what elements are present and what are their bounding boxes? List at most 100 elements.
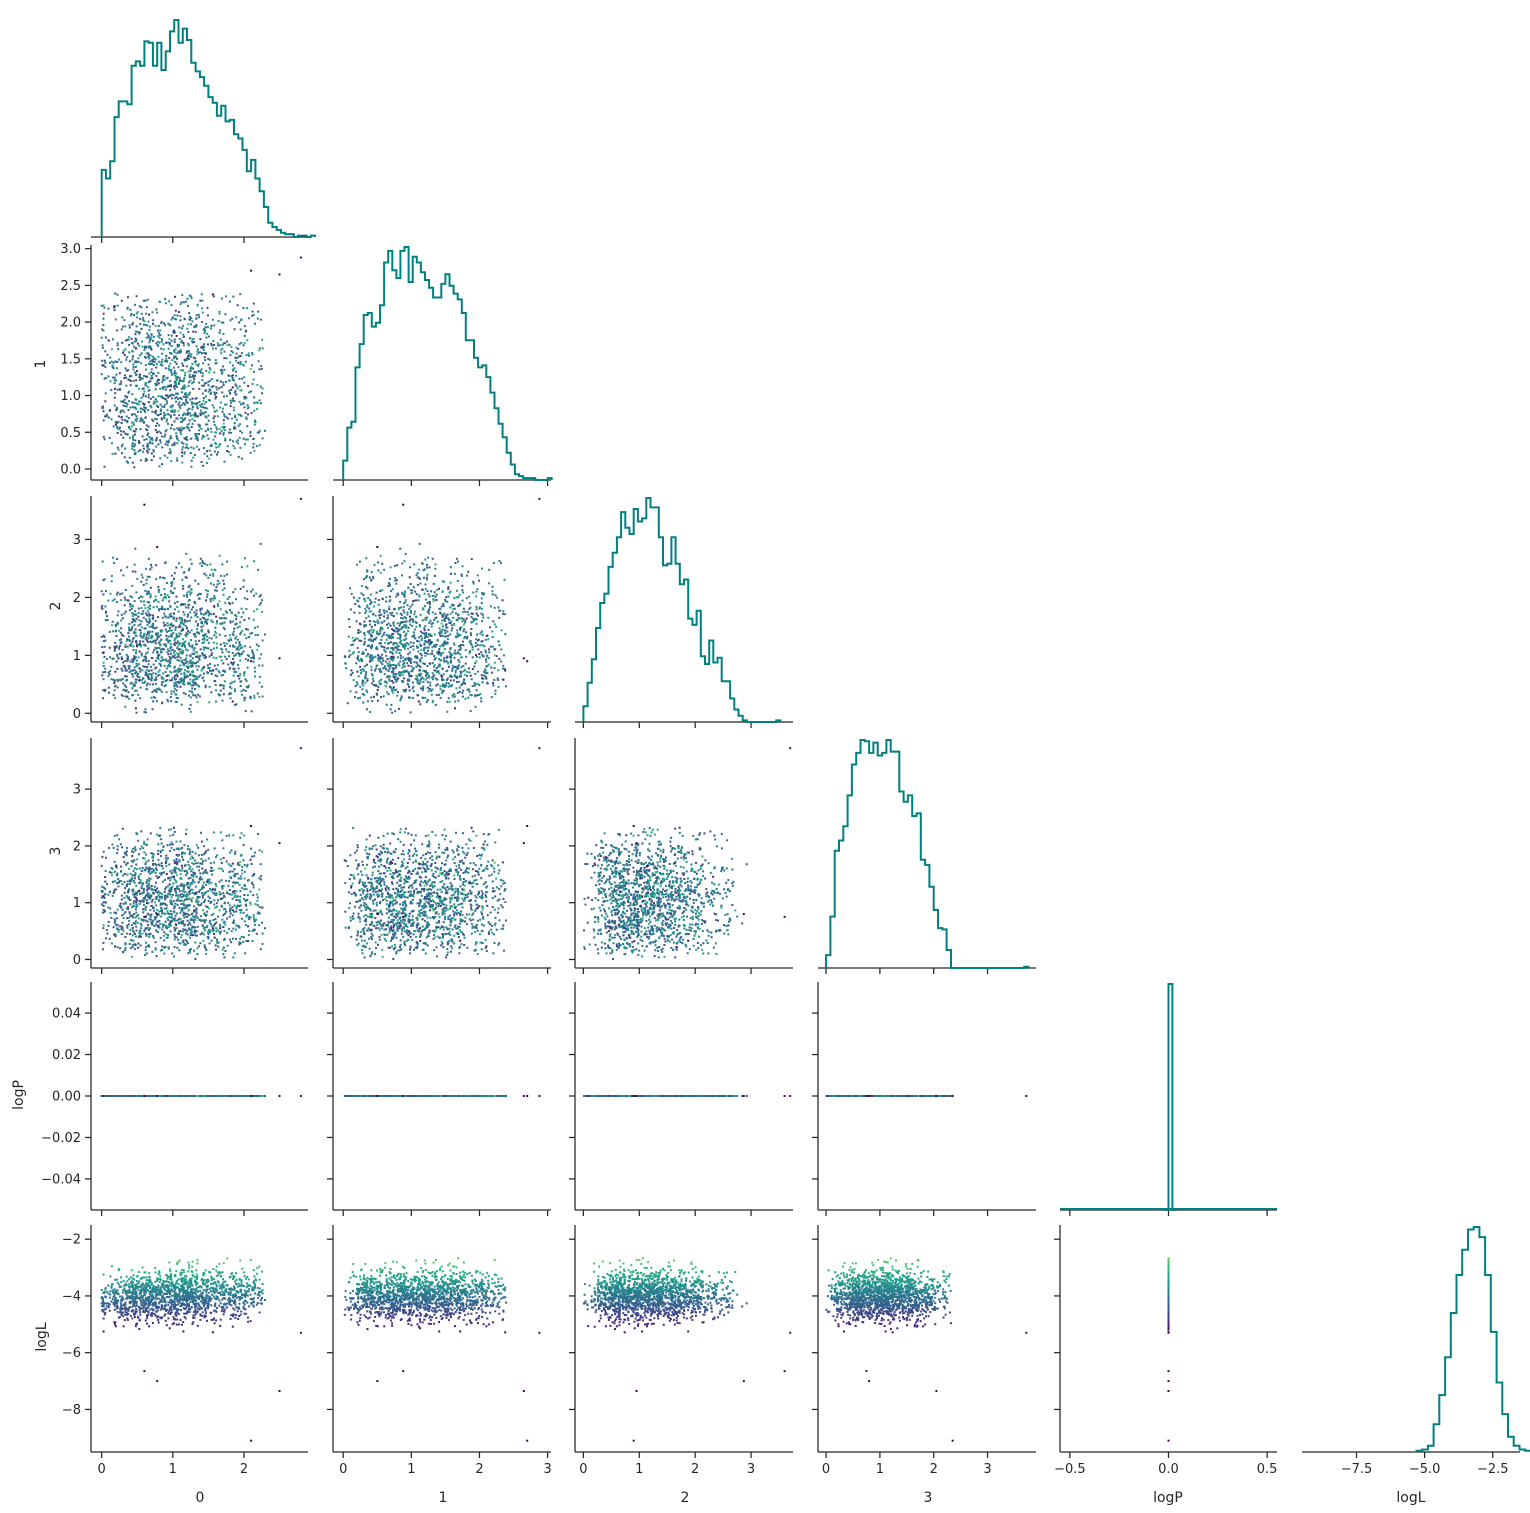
scatter-point [200,406,202,408]
scatter-point [198,363,200,365]
scatter-point [113,694,115,696]
scatter-point [240,653,242,655]
scatter-point [362,653,364,655]
scatter-point [413,661,415,663]
scatter-point [124,646,126,648]
scatter-point [131,682,133,684]
scatter-point [120,620,122,622]
scatter-point [390,566,392,568]
scatter-point [102,912,104,914]
scatter-point [203,666,205,668]
scatter-point [233,409,235,411]
scatter-point [179,319,181,321]
scatter-point [146,376,148,378]
scatter-point [160,594,162,596]
scatter-point [260,319,262,321]
scatter-point [164,562,166,564]
scatter-point [169,883,171,885]
scatter-point [394,577,396,579]
scatter-point [123,350,125,352]
scatter-point [279,273,281,275]
scatter-point [413,649,415,651]
scatter-point [118,630,120,632]
scatter-point [224,670,226,672]
scatter-point [373,638,375,640]
scatter-point [229,683,231,685]
scatter-point [193,649,195,651]
scatter-point [155,689,157,691]
scatter-point [256,644,258,646]
scatter-point [404,626,406,628]
scatter-point [389,686,391,688]
scatter-point [119,372,121,374]
scatter-point [361,659,363,661]
scatter-point [377,569,379,571]
scatter-point [470,675,472,677]
scatter-point [132,694,134,696]
scatter-point [233,427,235,429]
scatter-point [148,558,150,560]
scatter-point [208,667,210,669]
scatter-point [495,690,497,692]
scatter-point [380,630,382,632]
scatter-point [415,616,417,618]
scatter-point [407,630,409,632]
scatter-point [259,682,261,684]
scatter-point [179,379,181,381]
scatter-point [244,634,246,636]
scatter-point [197,953,199,955]
scatter-point [145,568,147,570]
scatter-point [173,356,175,358]
scatter-point [400,628,402,630]
scatter-point [133,466,135,468]
scatter-point [132,645,134,647]
scatter-point [253,661,255,663]
scatter-point [176,684,178,686]
scatter-point [126,339,128,341]
scatter-point [193,341,195,343]
scatter-point [205,370,207,372]
scatter-point [190,438,192,440]
scatter-point [124,354,126,356]
scatter-point [399,601,401,603]
y-tick-label: 1 [73,649,81,664]
scatter-point [173,578,175,580]
scatter-point [225,381,227,383]
scatter-point [120,361,122,363]
scatter-point [392,588,394,590]
scatter-point [160,937,162,939]
scatter-point [429,653,431,655]
scatter-point [229,439,231,441]
scatter-point [408,679,410,681]
scatter-point [155,388,157,390]
scatter-point [257,897,259,899]
scatter-point [217,899,219,901]
scatter-point [134,564,136,566]
scatter-point [375,668,377,670]
scatter-point [262,347,264,349]
scatter-point [436,651,438,653]
scatter-point [386,691,388,693]
scatter-point [462,600,464,602]
scatter-point [171,335,173,337]
scatter-point [122,444,124,446]
scatter-point [434,633,436,635]
scatter-point [128,409,130,411]
scatter-point [355,662,357,664]
scatter-point [259,657,261,659]
scatter-point [140,428,142,430]
scatter-point [485,665,487,667]
scatter-point [126,406,128,408]
scatter-point [210,598,212,600]
scatter-point [182,446,184,448]
scatter-point [108,340,110,342]
scatter-point [114,309,116,311]
scatter-point [409,651,411,653]
scatter-point [241,690,243,692]
scatter-point [459,687,461,689]
scatter-point [178,440,180,442]
scatter-point [111,365,113,367]
scatter-point [146,688,148,690]
scatter-point [347,702,349,704]
scatter-point [173,691,175,693]
